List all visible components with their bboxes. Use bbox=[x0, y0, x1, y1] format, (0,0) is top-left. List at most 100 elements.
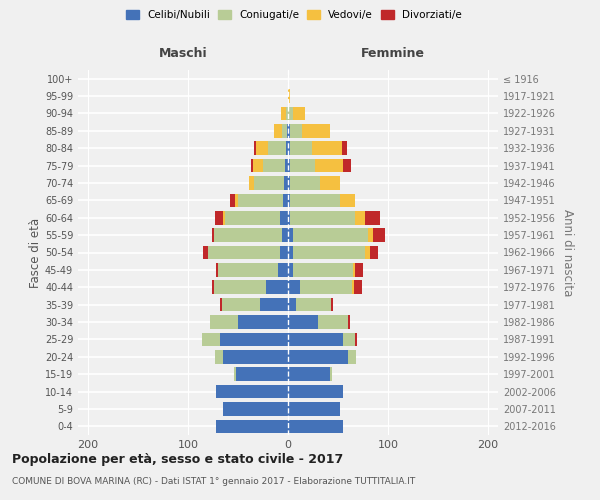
Bar bbox=[230, 194, 235, 207]
Bar bbox=[220, 332, 288, 346]
Bar bbox=[238, 194, 283, 207]
Bar bbox=[330, 368, 332, 381]
Bar bbox=[256, 142, 268, 155]
Bar bbox=[254, 142, 256, 155]
Bar bbox=[288, 211, 290, 224]
Bar bbox=[288, 124, 290, 138]
Bar bbox=[280, 246, 288, 260]
Bar bbox=[223, 211, 225, 224]
Bar bbox=[216, 420, 288, 433]
Bar bbox=[288, 263, 293, 276]
Bar bbox=[288, 194, 290, 207]
Bar bbox=[331, 298, 333, 312]
Bar bbox=[249, 176, 254, 190]
Bar bbox=[315, 159, 343, 172]
Bar bbox=[222, 298, 260, 312]
Bar bbox=[260, 298, 288, 312]
Bar bbox=[254, 176, 284, 190]
Bar bbox=[318, 315, 348, 329]
Bar bbox=[235, 194, 238, 207]
Bar bbox=[223, 350, 288, 364]
Bar bbox=[293, 263, 353, 276]
Bar bbox=[288, 90, 290, 103]
Bar bbox=[290, 142, 312, 155]
Bar bbox=[343, 159, 351, 172]
Bar bbox=[355, 211, 365, 224]
Bar bbox=[300, 280, 352, 294]
Bar bbox=[373, 228, 385, 242]
Bar bbox=[302, 124, 330, 138]
Y-axis label: Anni di nascita: Anni di nascita bbox=[561, 209, 574, 296]
Bar bbox=[282, 228, 288, 242]
Bar bbox=[288, 402, 340, 415]
Bar bbox=[281, 106, 286, 120]
Bar bbox=[365, 211, 380, 224]
Bar bbox=[288, 420, 343, 433]
Y-axis label: Fasce di età: Fasce di età bbox=[29, 218, 42, 288]
Bar bbox=[354, 280, 362, 294]
Bar bbox=[202, 332, 220, 346]
Text: Popolazione per età, sesso e stato civile - 2017: Popolazione per età, sesso e stato civil… bbox=[12, 452, 343, 466]
Bar bbox=[208, 246, 280, 260]
Bar bbox=[216, 263, 218, 276]
Bar bbox=[251, 159, 253, 172]
Bar bbox=[263, 159, 285, 172]
Bar bbox=[288, 106, 293, 120]
Bar bbox=[352, 280, 354, 294]
Bar bbox=[312, 142, 342, 155]
Bar bbox=[280, 211, 288, 224]
Bar bbox=[353, 263, 355, 276]
Bar bbox=[355, 263, 363, 276]
Bar bbox=[288, 228, 293, 242]
Legend: Celibi/Nubili, Coniugati/e, Vedovi/e, Divorziati/e: Celibi/Nubili, Coniugati/e, Vedovi/e, Di… bbox=[124, 8, 464, 22]
Bar bbox=[288, 315, 318, 329]
Bar bbox=[368, 228, 373, 242]
Bar bbox=[288, 332, 343, 346]
Bar bbox=[215, 350, 223, 364]
Bar bbox=[288, 385, 343, 398]
Bar bbox=[293, 228, 368, 242]
Bar bbox=[234, 368, 236, 381]
Bar bbox=[216, 385, 288, 398]
Bar bbox=[288, 142, 290, 155]
Text: Maschi: Maschi bbox=[158, 46, 208, 60]
Bar bbox=[278, 263, 288, 276]
Bar bbox=[355, 332, 357, 346]
Bar bbox=[286, 142, 288, 155]
Bar bbox=[288, 159, 290, 172]
Bar bbox=[225, 211, 280, 224]
Bar bbox=[290, 124, 302, 138]
Text: COMUNE DI BOVA MARINA (RC) - Dati ISTAT 1° gennaio 2017 - Elaborazione TUTTITALI: COMUNE DI BOVA MARINA (RC) - Dati ISTAT … bbox=[12, 478, 415, 486]
Bar bbox=[253, 159, 263, 172]
Bar bbox=[288, 298, 296, 312]
Bar bbox=[214, 228, 282, 242]
Bar bbox=[215, 211, 223, 224]
Bar bbox=[238, 315, 288, 329]
Bar bbox=[290, 159, 315, 172]
Bar bbox=[343, 332, 355, 346]
Bar bbox=[290, 194, 340, 207]
Bar bbox=[283, 194, 288, 207]
Bar bbox=[218, 263, 278, 276]
Bar bbox=[320, 176, 340, 190]
Bar bbox=[296, 298, 331, 312]
Bar bbox=[285, 159, 288, 172]
Bar bbox=[203, 246, 208, 260]
Bar bbox=[293, 246, 365, 260]
Bar bbox=[212, 228, 214, 242]
Bar bbox=[348, 350, 356, 364]
Bar bbox=[268, 142, 286, 155]
Bar bbox=[210, 315, 238, 329]
Bar bbox=[220, 298, 222, 312]
Bar bbox=[212, 280, 214, 294]
Bar bbox=[236, 368, 288, 381]
Bar bbox=[348, 315, 350, 329]
Bar bbox=[286, 106, 288, 120]
Bar bbox=[274, 124, 282, 138]
Bar bbox=[288, 350, 348, 364]
Bar bbox=[288, 280, 300, 294]
Bar bbox=[266, 280, 288, 294]
Bar bbox=[288, 176, 290, 190]
Bar bbox=[284, 176, 288, 190]
Text: Femmine: Femmine bbox=[361, 46, 425, 60]
